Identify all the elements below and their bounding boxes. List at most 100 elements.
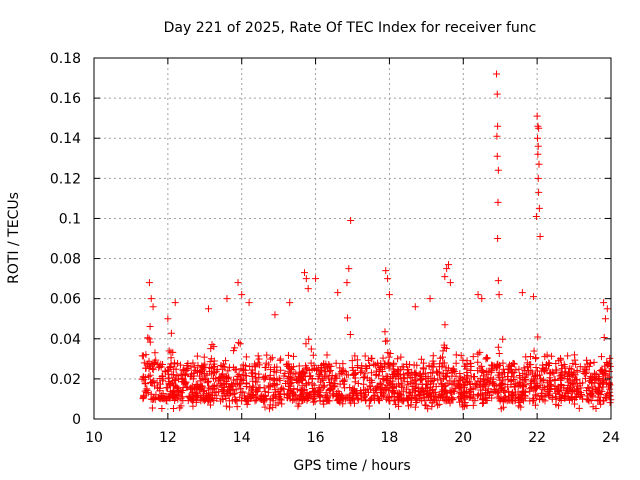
data-point bbox=[520, 364, 528, 372]
data-point bbox=[299, 390, 307, 398]
data-point bbox=[448, 367, 456, 375]
data-point bbox=[221, 363, 229, 371]
data-point bbox=[251, 363, 259, 371]
data-point bbox=[458, 389, 466, 397]
data-point bbox=[587, 390, 595, 398]
data-point bbox=[416, 376, 424, 384]
data-point bbox=[362, 362, 370, 370]
data-point bbox=[438, 388, 446, 396]
data-point bbox=[283, 391, 291, 399]
data-point bbox=[320, 383, 328, 391]
data-point bbox=[170, 359, 178, 367]
data-point bbox=[294, 378, 302, 386]
data-point bbox=[389, 373, 397, 381]
data-point bbox=[475, 391, 483, 399]
data-point bbox=[378, 365, 386, 373]
data-point bbox=[493, 132, 501, 140]
data-point bbox=[601, 362, 609, 370]
data-point bbox=[577, 391, 585, 399]
data-point bbox=[547, 381, 555, 389]
data-point bbox=[269, 394, 277, 402]
y-tick-label: 0.08 bbox=[50, 252, 81, 268]
data-point bbox=[253, 378, 261, 386]
data-point bbox=[264, 388, 272, 396]
data-point bbox=[254, 359, 262, 367]
data-point bbox=[527, 361, 535, 369]
data-point bbox=[372, 367, 380, 375]
data-point bbox=[443, 389, 451, 397]
data-point bbox=[535, 395, 543, 403]
data-point bbox=[466, 381, 474, 389]
data-point bbox=[410, 361, 418, 369]
data-point bbox=[224, 367, 232, 375]
data-point bbox=[213, 394, 221, 402]
data-point bbox=[469, 353, 477, 361]
data-point bbox=[374, 395, 382, 403]
data-point bbox=[508, 369, 516, 377]
data-point bbox=[480, 369, 488, 377]
data-point bbox=[165, 378, 173, 386]
data-point bbox=[343, 279, 351, 287]
data-point bbox=[309, 351, 317, 359]
data-point bbox=[275, 392, 283, 400]
data-point bbox=[162, 396, 170, 404]
data-point bbox=[194, 361, 202, 369]
data-point bbox=[274, 399, 282, 407]
data-point bbox=[436, 354, 444, 362]
data-point bbox=[420, 365, 428, 373]
data-point bbox=[200, 376, 208, 384]
data-point bbox=[389, 362, 397, 370]
data-point bbox=[193, 392, 201, 400]
data-point bbox=[142, 389, 150, 397]
data-point bbox=[232, 386, 240, 394]
data-point bbox=[395, 402, 403, 410]
data-point bbox=[157, 363, 165, 371]
data-point bbox=[564, 381, 572, 389]
data-point bbox=[530, 378, 538, 386]
data-point bbox=[605, 368, 613, 376]
data-point bbox=[495, 369, 503, 377]
data-point bbox=[272, 368, 280, 376]
data-point bbox=[545, 360, 553, 368]
data-point bbox=[540, 376, 548, 384]
data-point bbox=[524, 371, 532, 379]
data-point bbox=[374, 362, 382, 370]
data-point bbox=[345, 265, 353, 273]
data-point bbox=[316, 391, 324, 399]
data-point bbox=[325, 367, 333, 375]
data-point bbox=[555, 394, 563, 402]
data-point bbox=[600, 299, 608, 307]
data-point bbox=[341, 367, 349, 375]
data-point bbox=[510, 376, 518, 384]
data-point bbox=[405, 371, 413, 379]
data-point bbox=[248, 372, 256, 380]
data-point bbox=[354, 379, 362, 387]
data-point bbox=[566, 385, 574, 393]
data-point bbox=[238, 291, 246, 299]
data-point bbox=[144, 334, 152, 342]
data-point bbox=[182, 371, 190, 379]
data-point bbox=[200, 353, 208, 361]
data-point bbox=[535, 160, 543, 168]
y-tick-label: 0.1 bbox=[59, 211, 81, 227]
data-point bbox=[494, 277, 502, 285]
data-point bbox=[509, 397, 517, 405]
data-point bbox=[242, 353, 250, 361]
data-point bbox=[461, 383, 469, 391]
data-point bbox=[326, 397, 334, 405]
data-point bbox=[284, 351, 292, 359]
data-point bbox=[478, 396, 486, 404]
data-point bbox=[506, 361, 514, 369]
data-point bbox=[478, 362, 486, 370]
data-point bbox=[199, 396, 207, 404]
data-point bbox=[305, 335, 313, 343]
data-point bbox=[476, 364, 484, 372]
data-point bbox=[407, 401, 415, 409]
data-point bbox=[467, 393, 475, 401]
data-point bbox=[393, 369, 401, 377]
data-point bbox=[445, 261, 453, 269]
data-point bbox=[271, 391, 279, 399]
data-point bbox=[555, 402, 563, 410]
data-point bbox=[145, 335, 153, 343]
data-point bbox=[519, 376, 527, 384]
